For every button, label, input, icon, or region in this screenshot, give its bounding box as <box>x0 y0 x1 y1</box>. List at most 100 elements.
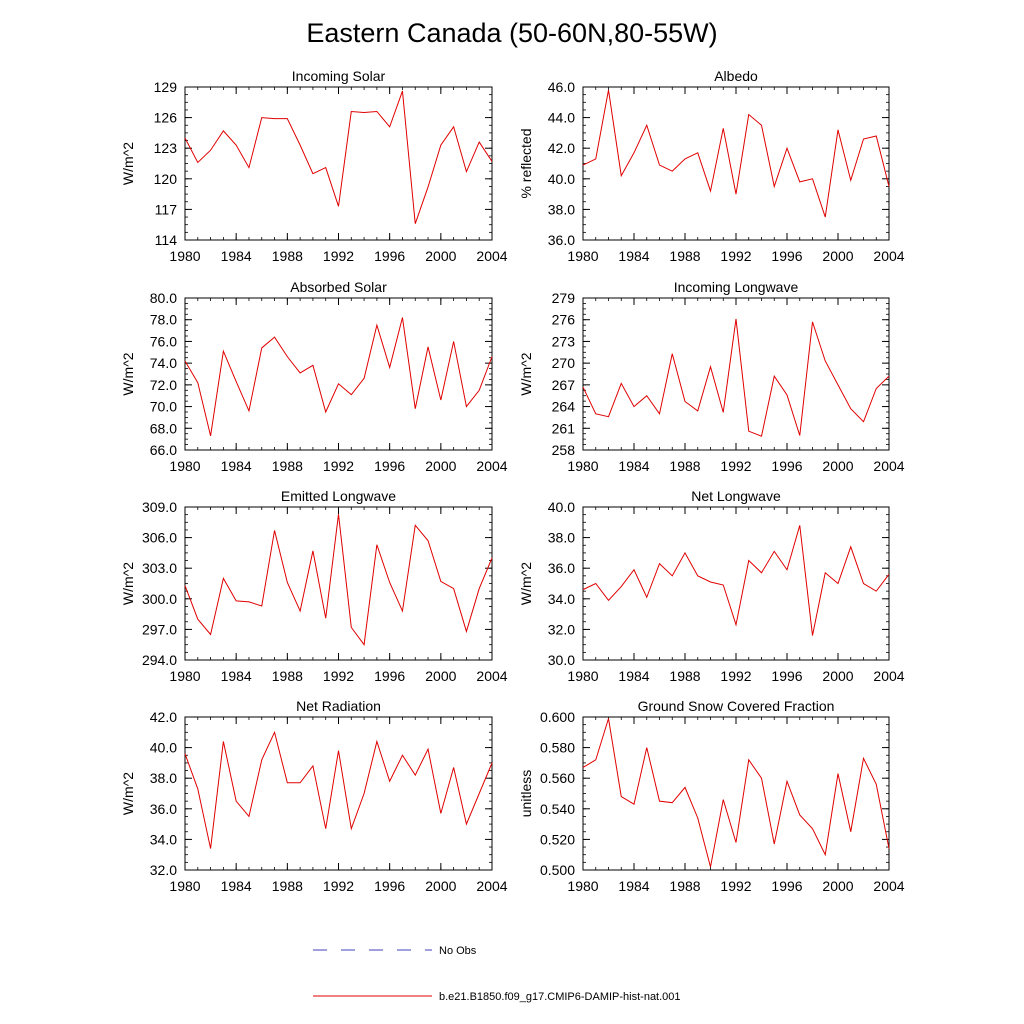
y-tick-label-net-radiation: 34.0 <box>150 831 177 847</box>
x-tick-label-emitted-longwave: 1996 <box>374 668 405 684</box>
x-tick-label-ground-snow-covered-fraction: 1980 <box>567 878 598 894</box>
x-tick-label-net-longwave: 1992 <box>720 668 751 684</box>
y-tick-label-net-radiation: 32.0 <box>150 862 177 878</box>
series-line-net-radiation <box>184 730 493 849</box>
y-tick-label-albedo: 42.0 <box>548 140 575 156</box>
series-line-emitted-longwave <box>184 514 493 647</box>
y-tick-label-emitted-longwave: 300.0 <box>142 591 177 607</box>
y-tick-label-net-longwave: 34.0 <box>548 591 575 607</box>
panel-emitted-longwave: Emitted Longwave W/m^2 1980 1984 1988 1992 199… <box>120 488 508 684</box>
x-tick-label-ground-snow-covered-fraction: 1984 <box>618 878 649 894</box>
y-tick-label-ground-snow-covered-fraction: 0.500 <box>540 862 575 878</box>
y-axis-label-net-radiation: W/m^2 <box>120 772 136 815</box>
panel-title-incoming-solar: Incoming Solar <box>292 68 386 84</box>
x-tick-label-incoming-longwave: 1984 <box>618 458 649 474</box>
x-tick-label-absorbed-solar: 1980 <box>169 458 200 474</box>
x-tick-label-net-longwave: 1988 <box>669 668 700 684</box>
y-tick-label-incoming-longwave: 273 <box>552 333 576 349</box>
x-tick-label-absorbed-solar: 1984 <box>221 458 252 474</box>
y-tick-label-emitted-longwave: 303.0 <box>142 560 177 576</box>
y-tick-label-absorbed-solar: 78.0 <box>150 312 177 328</box>
y-tick-label-albedo: 40.0 <box>548 171 575 187</box>
x-tick-label-net-longwave: 1996 <box>771 668 802 684</box>
x-tick-label-net-radiation: 1992 <box>323 878 354 894</box>
y-tick-label-emitted-longwave: 297.0 <box>142 621 177 637</box>
x-tick-label-incoming-solar: 1984 <box>221 248 252 264</box>
panel-title-emitted-longwave: Emitted Longwave <box>281 488 396 504</box>
x-tick-label-albedo: 2000 <box>822 248 853 264</box>
x-tick-label-albedo: 1996 <box>771 248 802 264</box>
legend-label-no-obs: No Obs <box>439 945 477 957</box>
y-tick-label-absorbed-solar: 74.0 <box>150 355 177 371</box>
series-line-absorbed-solar <box>184 317 493 437</box>
x-tick-label-emitted-longwave: 1992 <box>323 668 354 684</box>
y-tick-label-net-longwave: 30.0 <box>548 652 575 668</box>
x-tick-label-net-longwave: 2004 <box>873 668 904 684</box>
y-tick-label-incoming-solar: 117 <box>155 201 178 217</box>
y-axis-label-incoming-solar: W/m^2 <box>120 142 136 185</box>
y-tick-label-albedo: 44.0 <box>548 110 575 126</box>
panel-title-absorbed-solar: Absorbed Solar <box>290 279 387 295</box>
x-tick-label-net-longwave: 1984 <box>618 668 649 684</box>
legend-label-model: b.e21.B1850.f09_g17.CMIP6-DAMIP-hist-nat… <box>439 991 681 1003</box>
y-axis-label-albedo: % reflected <box>518 128 534 198</box>
legend-entry-no-obs: No Obs <box>313 945 477 957</box>
x-tick-label-albedo: 2004 <box>873 248 904 264</box>
x-tick-label-net-longwave: 1980 <box>567 668 598 684</box>
x-tick-label-net-longwave: 2000 <box>822 668 853 684</box>
x-tick-label-incoming-longwave: 2004 <box>873 458 904 474</box>
y-tick-label-ground-snow-covered-fraction: 0.600 <box>540 709 575 725</box>
y-tick-label-incoming-longwave: 276 <box>552 312 576 328</box>
x-tick-label-ground-snow-covered-fraction: 1996 <box>771 878 802 894</box>
x-tick-label-emitted-longwave: 2000 <box>425 668 456 684</box>
y-tick-label-emitted-longwave: 294.0 <box>142 652 177 668</box>
legend-entry-model: b.e21.B1850.f09_g17.CMIP6-DAMIP-hist-nat… <box>313 991 681 1003</box>
x-tick-label-ground-snow-covered-fraction: 2004 <box>873 878 904 894</box>
panel-absorbed-solar: Absorbed Solar W/m^2 1980 1984 1988 1992 1996 2… <box>120 279 508 474</box>
y-tick-label-incoming-longwave: 258 <box>552 442 576 458</box>
x-tick-label-albedo: 1984 <box>618 248 649 264</box>
x-tick-label-emitted-longwave: 2004 <box>476 668 507 684</box>
y-axis-label-net-longwave: W/m^2 <box>518 562 534 605</box>
x-tick-label-albedo: 1988 <box>669 248 700 264</box>
panel-net-radiation: Net Radiation W/m^2 1980 1984 1988 1992 1996 20… <box>120 698 508 894</box>
x-tick-label-incoming-solar: 1996 <box>374 248 405 264</box>
x-tick-label-albedo: 1992 <box>720 248 751 264</box>
x-tick-label-emitted-longwave: 1980 <box>169 668 200 684</box>
panel-incoming-longwave: Incoming Longwave W/m^2 1980 1984 1988 1992 19… <box>518 279 905 474</box>
plot-frame-absorbed-solar <box>184 297 493 451</box>
series-line-ground-snow-covered-fraction <box>582 718 890 868</box>
x-tick-label-albedo: 1980 <box>567 248 598 264</box>
panel-title-net-longwave: Net Longwave <box>691 488 781 504</box>
legend: No Obs b.e21.B1850.f09_g17.CMIP6-DAMIP-h… <box>313 945 681 1003</box>
y-tick-label-albedo: 46.0 <box>548 79 575 95</box>
panel-title-net-radiation: Net Radiation <box>296 698 381 714</box>
x-tick-label-incoming-longwave: 1996 <box>771 458 802 474</box>
x-tick-label-incoming-solar: 1980 <box>169 248 200 264</box>
series-line-net-longwave <box>582 525 890 636</box>
y-tick-label-absorbed-solar: 66.0 <box>150 442 177 458</box>
y-tick-label-absorbed-solar: 80.0 <box>150 290 177 306</box>
y-axis-label-ground-snow-covered-fraction: unitless <box>518 770 534 817</box>
x-tick-label-ground-snow-covered-fraction: 1988 <box>669 878 700 894</box>
series-line-incoming-longwave <box>582 318 890 437</box>
y-tick-label-absorbed-solar: 68.0 <box>150 420 177 436</box>
x-tick-label-net-radiation: 2000 <box>425 878 456 894</box>
x-tick-label-net-radiation: 1988 <box>272 878 303 894</box>
x-tick-label-incoming-solar: 1988 <box>272 248 303 264</box>
plot-frame-incoming-solar <box>184 86 493 241</box>
y-tick-label-incoming-longwave: 267 <box>552 377 576 393</box>
y-tick-label-net-longwave: 32.0 <box>548 621 575 637</box>
y-tick-label-incoming-solar: 123 <box>154 140 178 156</box>
x-tick-label-emitted-longwave: 1988 <box>272 668 303 684</box>
y-tick-label-albedo: 36.0 <box>548 232 575 248</box>
y-tick-label-incoming-solar: 120 <box>154 171 178 187</box>
y-tick-label-emitted-longwave: 309.0 <box>142 499 177 515</box>
panel-title-albedo: Albedo <box>714 68 758 84</box>
y-tick-label-net-radiation: 36.0 <box>150 801 177 817</box>
panel-title-ground-snow-covered-fraction: Ground Snow Covered Fraction <box>638 698 835 714</box>
y-tick-label-incoming-solar: 129 <box>154 79 178 95</box>
y-tick-label-absorbed-solar: 70.0 <box>150 399 177 415</box>
y-tick-label-emitted-longwave: 306.0 <box>142 530 177 546</box>
x-tick-label-incoming-longwave: 1980 <box>567 458 598 474</box>
